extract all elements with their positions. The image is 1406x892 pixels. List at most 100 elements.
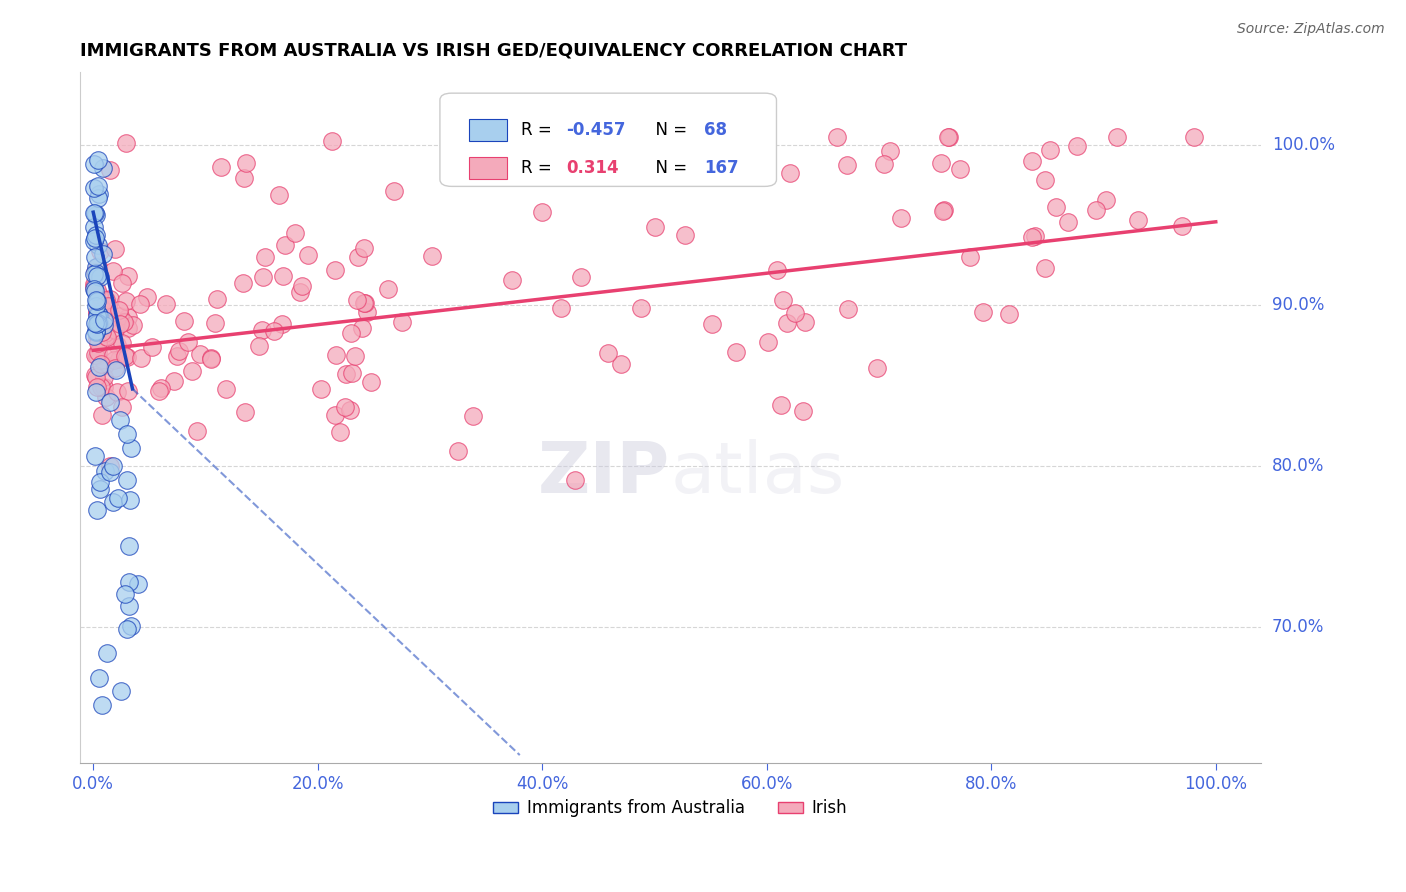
Point: [83, 205, 105, 219]
Text: 70.0%: 70.0%: [1272, 617, 1324, 636]
Point: [890, 211, 912, 226]
Point: [87, 360, 110, 375]
Point: [117, 384, 139, 399]
Point: [83, 267, 105, 281]
Point: [252, 323, 274, 337]
Point: [86, 293, 108, 308]
Point: [1066, 139, 1088, 153]
Text: 100.0%: 100.0%: [1272, 136, 1334, 153]
Point: [872, 157, 894, 171]
Point: [114, 314, 136, 328]
Point: [700, 318, 723, 332]
Point: [630, 301, 652, 316]
Point: [93, 358, 115, 372]
Point: [111, 335, 134, 350]
Point: [205, 293, 228, 307]
Point: [83, 368, 105, 382]
Point: [501, 273, 523, 287]
Point: [91, 325, 114, 339]
Point: [86, 310, 108, 324]
Point: [84, 227, 107, 242]
Point: [83, 234, 105, 248]
Point: [772, 293, 794, 308]
Point: [235, 405, 257, 419]
Point: [86, 268, 108, 283]
Text: 167: 167: [704, 159, 740, 177]
Point: [84, 348, 107, 362]
Point: [569, 269, 592, 284]
Point: [86, 316, 108, 330]
Point: [702, 160, 724, 174]
Point: [253, 250, 276, 264]
Point: [97, 299, 120, 313]
Point: [91, 302, 114, 317]
Point: [288, 285, 311, 299]
Point: [118, 539, 141, 553]
Point: [630, 142, 652, 156]
Point: [94, 464, 117, 478]
Point: [136, 290, 159, 304]
Point: [346, 293, 368, 307]
Point: [98, 163, 121, 178]
Point: [83, 220, 105, 235]
Point: [333, 400, 356, 414]
Point: [204, 316, 226, 330]
Point: [1126, 213, 1149, 227]
Point: [93, 370, 115, 384]
Point: [200, 351, 222, 366]
Point: [90, 379, 112, 393]
Text: ZIP: ZIP: [538, 439, 671, 508]
Point: [335, 367, 357, 381]
Point: [1045, 200, 1067, 214]
Point: [105, 338, 128, 352]
Point: [87, 187, 110, 202]
Point: [93, 313, 115, 327]
Point: [1085, 202, 1108, 217]
Point: [89, 482, 111, 496]
Point: [104, 323, 127, 337]
Point: [128, 296, 150, 310]
Point: [998, 307, 1021, 321]
Point: [252, 269, 274, 284]
Point: [84, 208, 107, 222]
Point: [167, 343, 190, 358]
Point: [115, 293, 138, 308]
Point: [117, 268, 139, 283]
Point: [93, 318, 115, 332]
Point: [1033, 260, 1056, 275]
Point: [83, 156, 105, 170]
Point: [86, 317, 108, 331]
Point: [166, 349, 188, 363]
Point: [111, 401, 134, 415]
Point: [96, 647, 118, 661]
Point: [309, 382, 332, 396]
Point: [347, 250, 370, 264]
Point: [339, 403, 361, 417]
Point: [89, 269, 111, 284]
Text: 68: 68: [704, 121, 727, 139]
Point: [122, 318, 145, 332]
Point: [90, 698, 112, 713]
Point: [86, 306, 108, 320]
Point: [104, 243, 127, 257]
Point: [108, 413, 131, 427]
Point: [550, 301, 572, 316]
Point: [93, 326, 115, 341]
Point: [101, 495, 124, 509]
Point: [84, 266, 107, 280]
Point: [110, 683, 132, 698]
Point: [86, 238, 108, 252]
Point: [84, 316, 107, 330]
Point: [86, 380, 108, 394]
Point: [291, 279, 314, 293]
Point: [89, 299, 111, 313]
Text: -0.457: -0.457: [567, 121, 626, 139]
Point: [866, 361, 889, 376]
Text: N =: N =: [645, 121, 693, 139]
Point: [148, 384, 170, 399]
Point: [180, 364, 202, 378]
Point: [350, 321, 373, 335]
Point: [711, 150, 734, 164]
Text: N =: N =: [645, 159, 693, 177]
Point: [117, 310, 139, 325]
